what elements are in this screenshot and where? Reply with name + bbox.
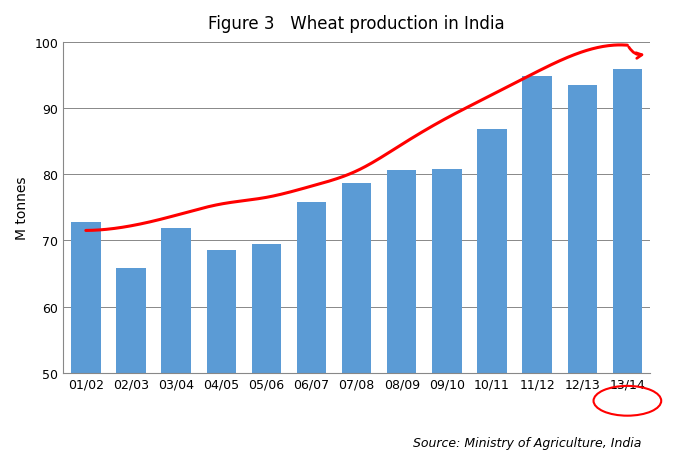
Text: Source: Ministry of Agriculture, India: Source: Ministry of Agriculture, India <box>413 436 641 449</box>
Bar <box>568 86 597 451</box>
Bar <box>297 202 326 451</box>
Bar <box>71 222 101 451</box>
Bar <box>161 229 191 451</box>
Bar <box>252 245 281 451</box>
Y-axis label: M tonnes: M tonnes <box>15 176 29 239</box>
Title: Figure 3   Wheat production in India: Figure 3 Wheat production in India <box>209 15 505 33</box>
Bar <box>522 77 551 451</box>
Bar <box>432 170 462 451</box>
Bar <box>207 250 236 451</box>
Bar <box>342 184 371 451</box>
Bar <box>613 70 642 451</box>
Bar <box>116 268 146 451</box>
Bar <box>387 170 416 451</box>
Bar <box>477 129 507 451</box>
